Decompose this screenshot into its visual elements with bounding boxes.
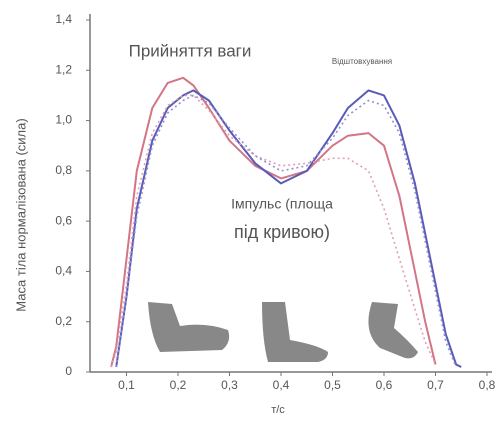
x-tick-label: 0,2 [170, 378, 187, 392]
annotation: Імпульс (площа [231, 196, 333, 212]
y-tick-label: 1,4 [55, 12, 72, 26]
y-tick-label: 1,2 [55, 62, 72, 76]
y-tick-label: 0,6 [55, 213, 72, 227]
y-tick-label: 0,4 [55, 264, 72, 278]
x-tick-label: 0,7 [427, 378, 444, 392]
foot-heel [148, 302, 229, 352]
page: Маса тіла нормалізована (сила) т/с Прийн… [0, 0, 501, 423]
y-tick-label: 0 [65, 364, 72, 378]
y-tick-label: 1,0 [55, 113, 72, 127]
y-tick-label: 0,2 [55, 314, 72, 328]
x-axis-label: т/с [271, 404, 285, 416]
foot-toe [368, 302, 418, 358]
x-tick-label: 0,8 [479, 378, 496, 392]
foot-flat [262, 302, 328, 362]
x-tick-label: 0,4 [273, 378, 290, 392]
annotation: під кривою) [234, 222, 330, 242]
x-tick-label: 0,3 [221, 378, 238, 392]
annotation: Прийняття ваги [129, 41, 252, 60]
x-tick-label: 0,5 [324, 378, 341, 392]
y-tick-label: 0,8 [55, 163, 72, 177]
annotation: Відштовхування [332, 57, 392, 66]
x-tick-label: 0,6 [376, 378, 393, 392]
chart: Маса тіла нормалізована (сила) т/с Прийн… [0, 0, 501, 423]
y-axis-label: Маса тіла нормалізована (сила) [13, 118, 28, 311]
x-tick-label: 0,1 [118, 378, 135, 392]
foot-icons [148, 302, 418, 362]
